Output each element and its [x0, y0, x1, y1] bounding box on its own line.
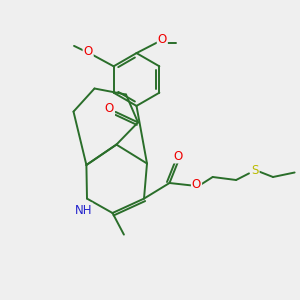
Text: O: O	[173, 149, 182, 163]
Text: O: O	[192, 178, 201, 191]
Text: S: S	[251, 164, 259, 177]
Text: O: O	[105, 102, 114, 116]
Text: O: O	[158, 33, 167, 46]
Text: O: O	[83, 45, 93, 58]
Text: NH: NH	[75, 203, 92, 217]
